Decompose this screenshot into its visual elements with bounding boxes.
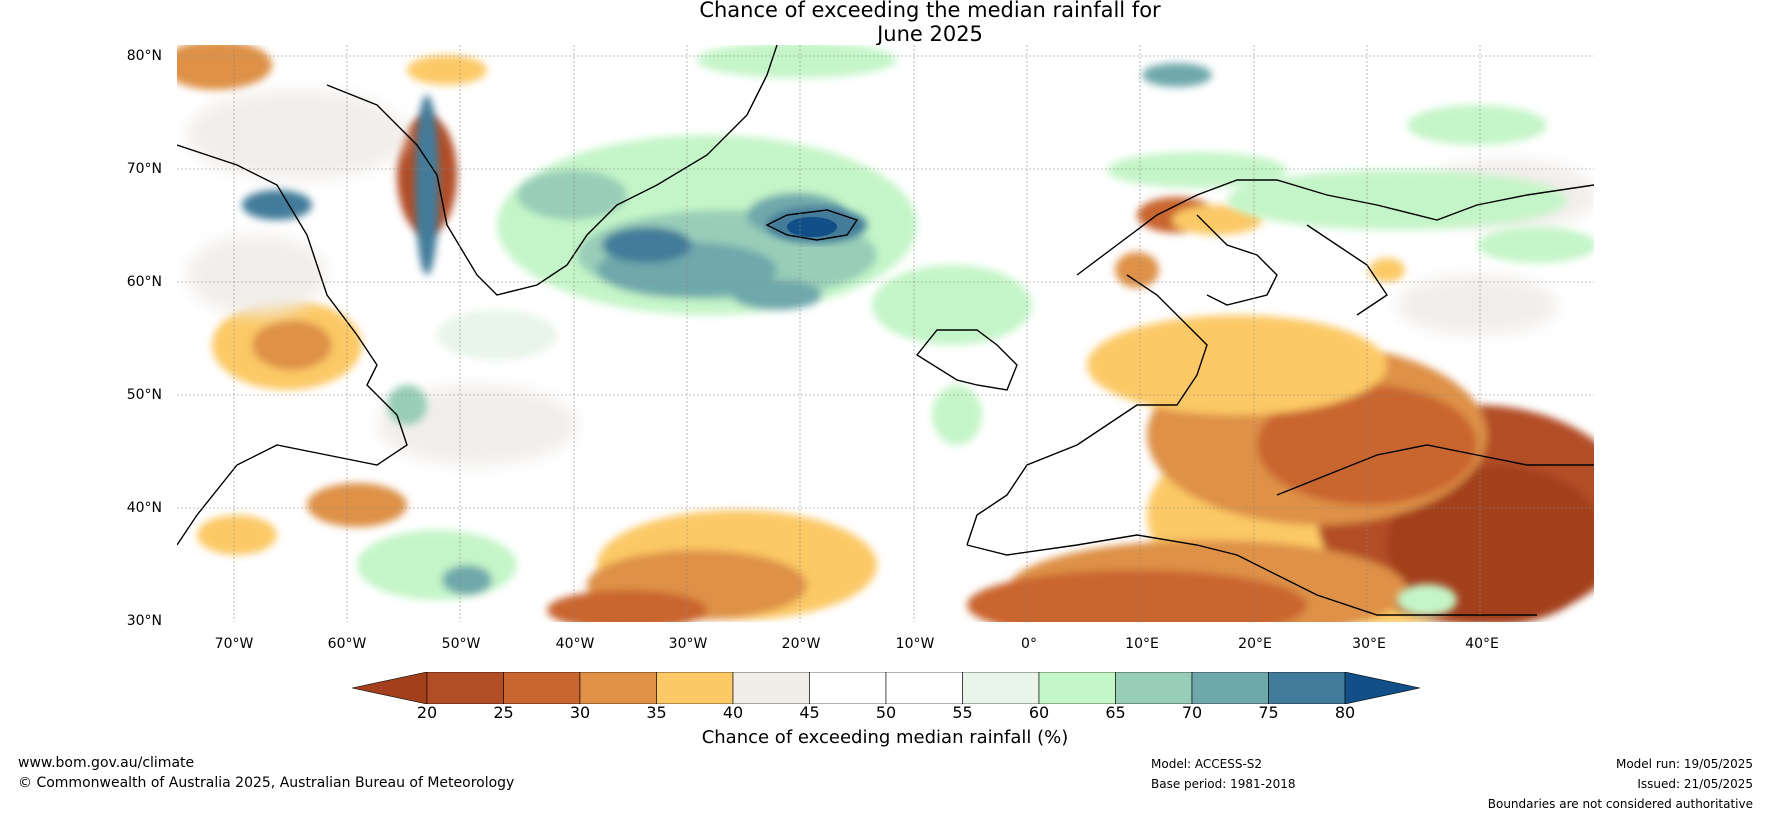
- colorbar-tick-label: 55: [952, 703, 973, 722]
- footer-model: Model: ACCESS-S2: [1151, 757, 1263, 771]
- colorbar-bin: [426, 671, 504, 705]
- rainfall-map: [177, 45, 1594, 622]
- map-title-line1: Chance of exceeding the median rainfall …: [699, 0, 1161, 22]
- colorbar-tick-label: 40: [722, 703, 744, 722]
- coastlines: [177, 45, 1594, 616]
- colorbar-tick-label: 30: [569, 703, 591, 722]
- colorbar-tick-label: 65: [1105, 703, 1126, 722]
- lon-label-20w: 20°W: [781, 636, 821, 652]
- colorbar-bin: [1115, 671, 1193, 705]
- lon-label-50w: 50°W: [441, 636, 481, 652]
- below-median-areas: [177, 45, 1594, 622]
- footer-copyright: © Commonwealth of Australia 2025, Austra…: [18, 775, 515, 791]
- colorbar-tick-label: 60: [1028, 703, 1050, 722]
- colorbar-extend-high: [1344, 671, 1421, 705]
- lat-label-70n: 70°N: [126, 161, 162, 177]
- colorbar-label: Chance of exceeding median rainfall (%): [701, 727, 1069, 748]
- lon-label-40e: 40°E: [1465, 636, 1499, 652]
- colorbar-tick-label: 70: [1181, 703, 1203, 722]
- colorbar-bin: [1268, 671, 1346, 705]
- lon-label-70w: 70°W: [214, 636, 254, 652]
- colorbar-extend-low: [351, 671, 428, 705]
- graticule: [177, 45, 1594, 622]
- lat-label-80n: 80°N: [126, 48, 162, 64]
- colorbar-tick-label: 75: [1258, 703, 1279, 722]
- colorbar-bin: [732, 671, 810, 705]
- colorbar-bin: [809, 671, 887, 705]
- footer-website: www.bom.gov.au/climate: [18, 755, 195, 771]
- probability-field: [177, 45, 1594, 622]
- colorbar-tick-label: 50: [875, 703, 897, 722]
- rainfall-map-svg: [177, 45, 1594, 622]
- footer-issued: Issued: 21/05/2025: [1637, 777, 1753, 791]
- lon-label-40w: 40°W: [555, 636, 595, 652]
- map-title-line2: June 2025: [877, 22, 983, 46]
- footer-base-period: Base period: 1981-2018: [1151, 777, 1296, 791]
- colorbar-bin: [503, 671, 581, 705]
- map-title: Chance of exceeding the median rainfall …: [0, 0, 1770, 46]
- lon-label-60w: 60°W: [327, 636, 367, 652]
- lon-label-10e: 10°E: [1125, 636, 1159, 652]
- footer-boundaries-note: Boundaries are not considered authoritat…: [1487, 797, 1753, 811]
- colorbar: [351, 671, 1421, 705]
- lat-label-30n: 30°N: [126, 613, 162, 629]
- lon-label-0: 0°: [1021, 636, 1037, 652]
- colorbar-tick-label: 35: [646, 703, 667, 722]
- lat-label-60n: 60°N: [126, 274, 162, 290]
- footer-model-run: Model run: 19/05/2025: [1615, 757, 1753, 771]
- colorbar-bin: [962, 671, 1040, 705]
- colorbar-svg: [351, 671, 1421, 705]
- colorbar-tick-label: 45: [799, 703, 820, 722]
- lon-label-10w: 10°W: [895, 636, 935, 652]
- colorbar-tick-label: 20: [416, 703, 438, 722]
- lon-label-20e: 20°E: [1238, 636, 1272, 652]
- lon-label-30w: 30°W: [668, 636, 708, 652]
- colorbar-bin: [1191, 671, 1269, 705]
- colorbar-bin: [885, 671, 963, 705]
- colorbar-bin: [656, 671, 734, 705]
- lat-label-50n: 50°N: [126, 387, 162, 403]
- lon-label-30e: 30°E: [1352, 636, 1386, 652]
- colorbar-bin: [579, 671, 657, 705]
- colorbar-tick-label: 25: [493, 703, 514, 722]
- colorbar-tick-label: 80: [1334, 703, 1356, 722]
- lat-label-40n: 40°N: [126, 500, 162, 516]
- colorbar-bin: [1038, 671, 1116, 705]
